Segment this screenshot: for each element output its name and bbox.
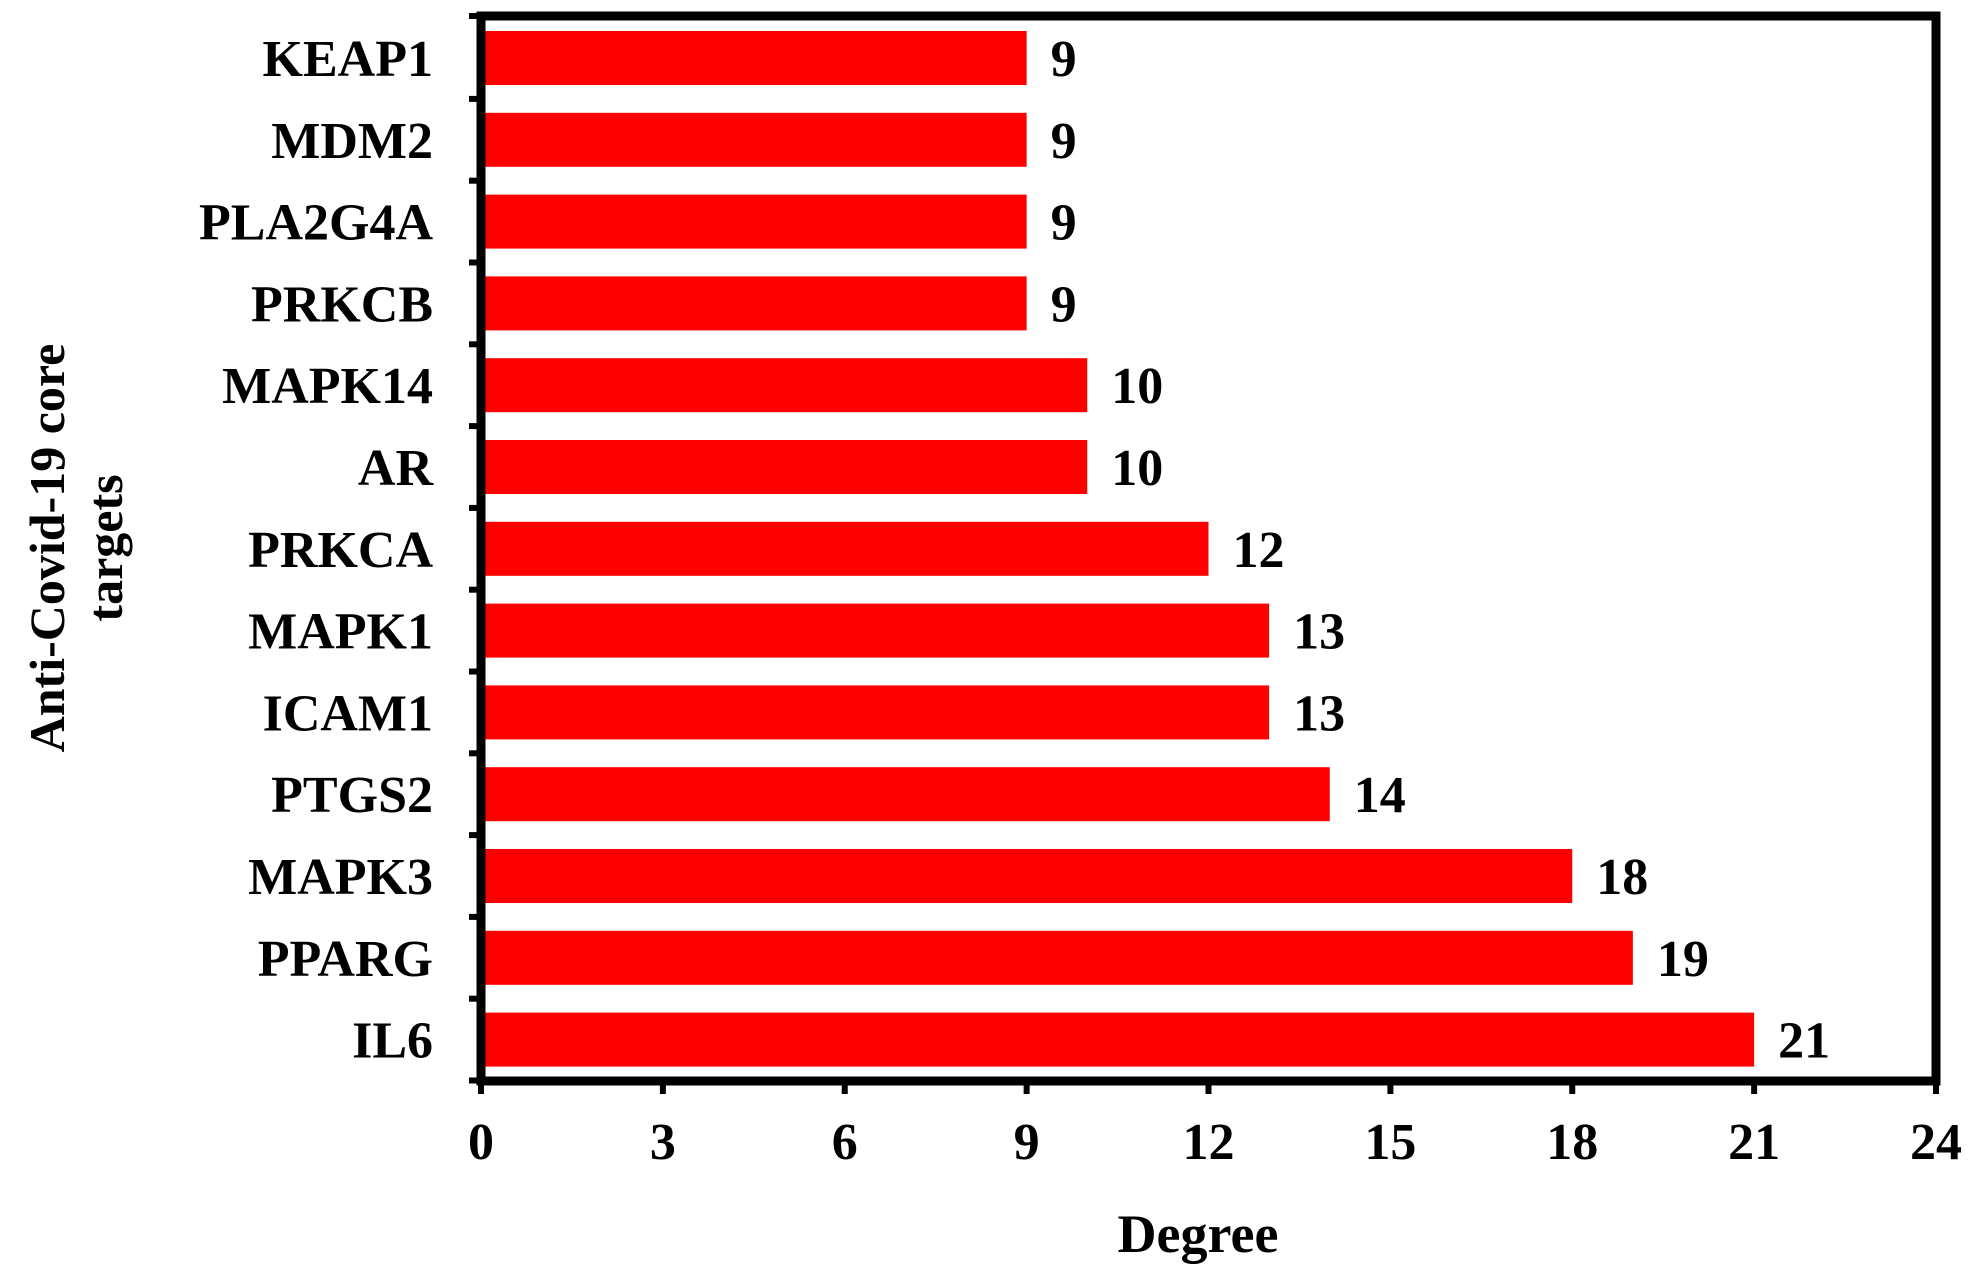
x-tick-label-24: 24 [1910,1114,1962,1171]
category-label-ptgs2: PTGS2 [271,767,433,824]
category-label-prkca: PRKCA [248,522,433,579]
category-label-ar: AR [358,440,435,497]
bar-mapk1 [485,603,1270,658]
bars-group [485,31,1755,1067]
category-label-mdm2: MDM2 [271,113,433,170]
category-label-pla2g4a: PLA2G4A [199,195,433,252]
bar-mapk3 [485,849,1573,903]
x-tick-label-0: 0 [468,1114,494,1171]
category-labels-group: KEAP1 MDM2 PLA2G4A PRKCB MAPK14 AR PRKCA MAPK1 I… [199,31,434,1070]
x-tick-label-6: 6 [832,1114,858,1171]
bar-icam1 [485,685,1270,740]
value-label-il6: 21 [1778,1013,1830,1070]
bar-keap1 [485,31,1027,85]
x-tick-label-18: 18 [1546,1114,1598,1171]
bar-pla2g4a [485,194,1027,249]
value-label-prkca: 12 [1233,522,1285,579]
plot-frame [476,11,1941,1086]
y-axis-title-line-1: Anti-Covid-19 core [19,344,75,753]
value-label-keap1: 9 [1051,31,1077,88]
bar-pparg [485,930,1633,985]
x-tick-label-12: 12 [1183,1114,1235,1171]
bar-ar [485,440,1088,494]
bar-prkca [485,521,1209,576]
value-label-mapk1: 13 [1293,604,1345,661]
bar-ptgs2 [485,767,1330,822]
category-label-mapk3: MAPK3 [248,849,433,906]
value-label-mapk14: 10 [1111,358,1163,415]
value-label-prkcb: 9 [1051,276,1077,333]
bar-prkcb [485,276,1027,331]
bar-mapk14 [485,358,1088,413]
value-label-ar: 10 [1111,440,1163,497]
x-axis-title: Degree [1118,1204,1279,1264]
value-label-pla2g4a: 9 [1051,195,1077,252]
bar-mdm2 [485,112,1027,167]
category-label-il6: IL6 [352,1013,433,1070]
x-tick-label-15: 15 [1364,1114,1416,1171]
y-axis-title: Anti-Covid-19 core targets [19,344,133,753]
value-label-pparg: 19 [1657,931,1709,988]
category-label-pparg: PPARG [258,931,433,988]
category-label-mapk14: MAPK14 [222,358,433,415]
x-tick-label-21: 21 [1728,1114,1780,1171]
category-label-prkcb: PRKCB [251,276,433,333]
value-label-icam1: 13 [1293,685,1345,742]
category-label-mapk1: MAPK1 [248,604,433,661]
x-tick-label-3: 3 [650,1114,676,1171]
value-label-mapk3: 18 [1596,849,1648,906]
tick-labels-group: 0 3 6 9 12 15 18 21 24 [468,1114,1962,1171]
category-label-keap1: KEAP1 [263,31,433,88]
value-label-ptgs2: 14 [1354,767,1406,824]
value-label-mdm2: 9 [1051,113,1077,170]
category-label-icam1: ICAM1 [263,685,433,742]
bar-il6 [485,1012,1755,1067]
x-tick-label-9: 9 [1014,1114,1040,1171]
y-axis-title-line-2: targets [77,474,133,621]
